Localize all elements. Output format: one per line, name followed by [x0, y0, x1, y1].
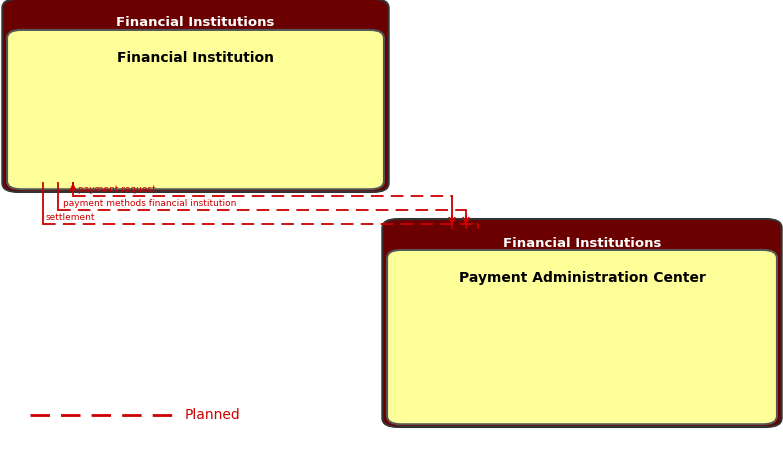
Text: settlement: settlement [46, 213, 96, 222]
FancyBboxPatch shape [2, 0, 388, 192]
Text: Financial Institutions: Financial Institutions [503, 237, 661, 250]
Text: Financial Institution: Financial Institution [117, 52, 274, 66]
Text: payment methods financial institution: payment methods financial institution [63, 199, 236, 208]
Text: payment request: payment request [78, 185, 156, 194]
FancyBboxPatch shape [382, 219, 781, 427]
Text: Payment Administration Center: Payment Administration Center [459, 272, 705, 286]
FancyBboxPatch shape [7, 30, 384, 189]
Text: Financial Institutions: Financial Institutions [117, 17, 275, 30]
FancyBboxPatch shape [387, 250, 777, 424]
Text: Planned: Planned [185, 408, 240, 422]
